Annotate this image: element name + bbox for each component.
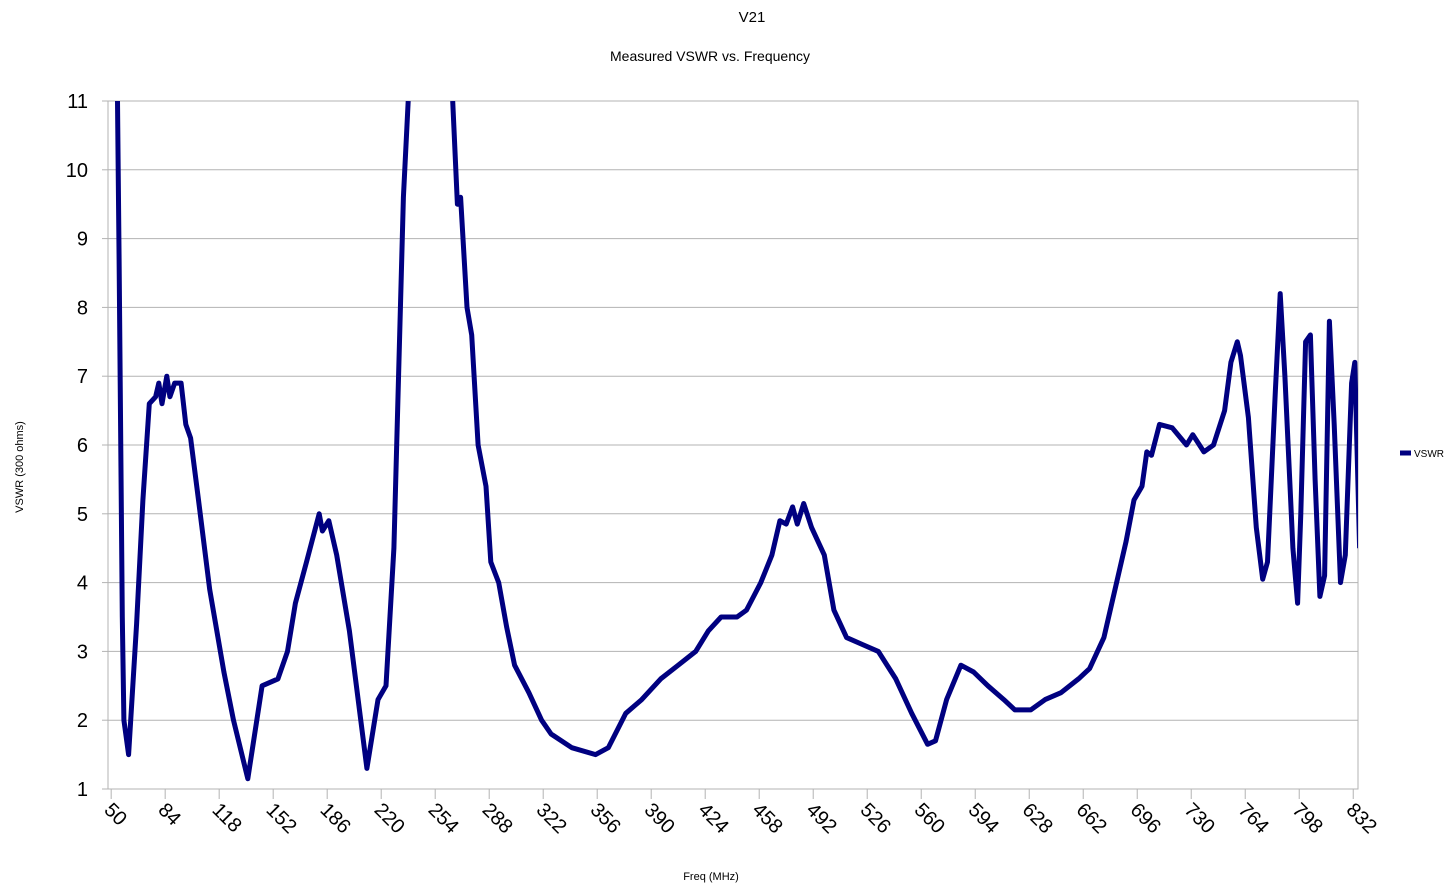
- legend-label: VSWR: [1414, 449, 1444, 460]
- x-tick-label: 322: [532, 799, 571, 838]
- x-tick-label: 152: [262, 799, 301, 838]
- y-tick-label: 2: [77, 710, 88, 732]
- x-tick-label: 798: [1288, 799, 1327, 838]
- x-tick-label: 560: [910, 799, 949, 838]
- x-tick-label: 764: [1234, 799, 1273, 838]
- y-tick-label: 3: [77, 641, 88, 663]
- y-tick-label: 6: [77, 435, 88, 457]
- y-tick-label: 1: [77, 779, 88, 801]
- y-tick-label: 11: [67, 91, 88, 113]
- x-tick-label: 628: [1018, 799, 1057, 838]
- x-tick-label: 424: [694, 799, 733, 838]
- x-tick-label: 356: [586, 799, 625, 838]
- y-tick-label: 9: [77, 229, 88, 251]
- y-tick-label: 7: [77, 366, 88, 388]
- x-tick-label: 730: [1180, 799, 1219, 838]
- x-tick-label: 458: [748, 799, 787, 838]
- x-tick-label: 492: [802, 799, 841, 838]
- y-tick-label: 4: [77, 573, 88, 595]
- y-tick-label: 5: [77, 504, 88, 526]
- x-tick-label: 50: [100, 799, 131, 830]
- x-tick-label: 84: [154, 799, 185, 830]
- x-tick-label: 118: [208, 799, 246, 837]
- data-line: [115, 101, 1358, 782]
- x-tick-label: 288: [478, 799, 517, 838]
- x-tick-label: 186: [316, 799, 355, 838]
- x-tick-label: 662: [1072, 799, 1111, 838]
- y-axis-label: VSWR (300 ohms): [14, 421, 26, 513]
- x-tick-label: 526: [856, 799, 895, 838]
- x-tick-label: 220: [370, 799, 409, 838]
- chart-subtitle: Measured VSWR vs. Frequency: [610, 48, 810, 64]
- x-tick-label: 254: [424, 799, 463, 838]
- y-tick-label: 10: [66, 160, 88, 182]
- chart-title: V21: [739, 9, 766, 26]
- x-tick-label: 832: [1342, 799, 1381, 838]
- x-tick-label: 390: [640, 799, 679, 838]
- x-tick-label: 696: [1126, 799, 1165, 838]
- x-axis-label: Freq (MHz): [683, 871, 739, 883]
- y-tick-label: 8: [77, 297, 88, 319]
- x-tick-label: 594: [964, 799, 1003, 838]
